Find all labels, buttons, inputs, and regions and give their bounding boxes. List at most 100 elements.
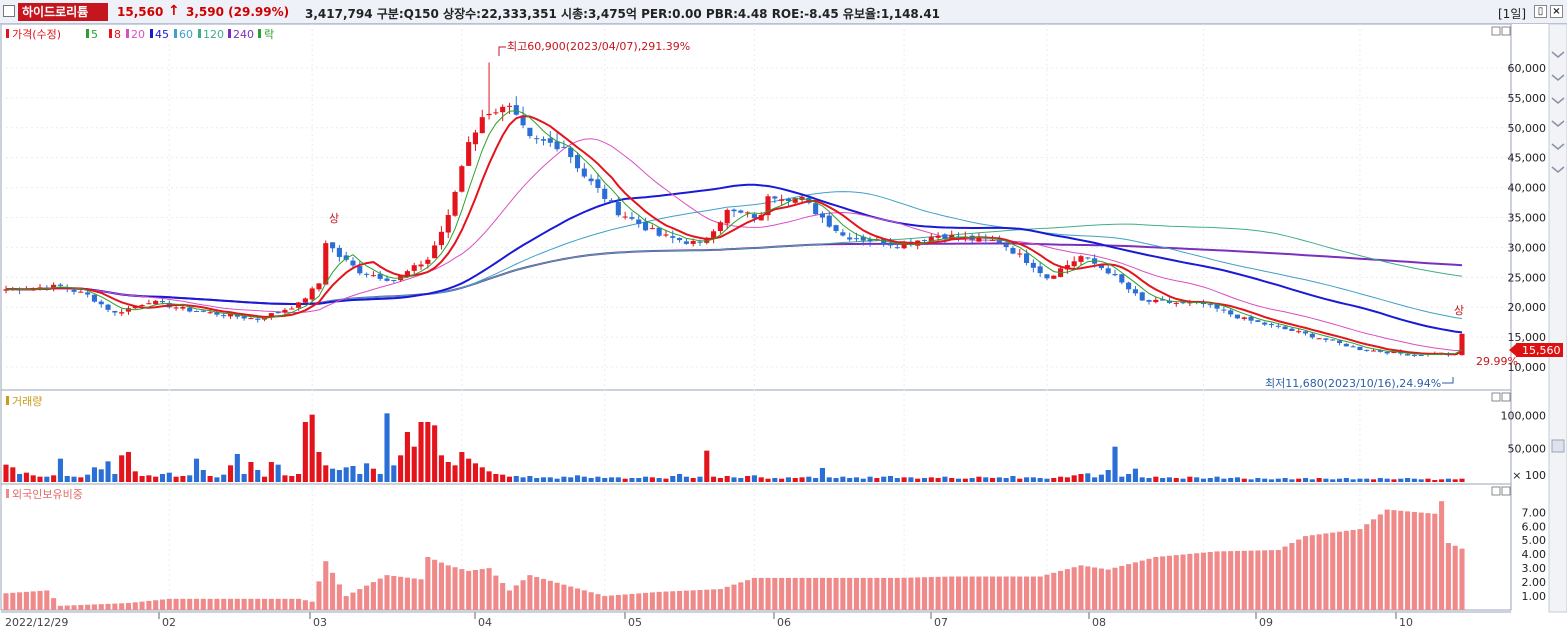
volume-bar: [765, 478, 771, 482]
foreign-ratio-bar: [989, 576, 996, 610]
candle-body: [71, 289, 77, 292]
foreign-panel-close-button[interactable]: [1501, 486, 1511, 496]
period-selector[interactable]: [1일]: [1498, 7, 1527, 21]
foreign-ratio-bar: [629, 593, 635, 610]
candle-body: [472, 132, 479, 145]
candle-body: [78, 291, 84, 293]
volume-bar: [534, 478, 540, 482]
candle-body: [159, 301, 166, 303]
volume-panel-restore-button[interactable]: [1491, 392, 1501, 402]
scrollbar-track[interactable]: [1548, 24, 1567, 613]
foreign-panel-restore-button[interactable]: [1491, 486, 1501, 496]
candle-body: [629, 217, 635, 219]
chevron-down-icon[interactable]: [1551, 74, 1565, 81]
foreign-ratio-bar: [745, 580, 751, 610]
foreign-ratio-bar: [173, 598, 179, 610]
candle-body: [125, 308, 132, 312]
foreign-ratio-bar: [64, 605, 70, 610]
foreign-ratio-bar: [1248, 550, 1254, 610]
volume-bar: [520, 477, 526, 482]
volume-bar: [527, 476, 533, 482]
volume-bar: [1262, 478, 1268, 482]
candle-body: [1017, 253, 1023, 255]
volume-bar: [98, 469, 104, 482]
restore-button[interactable]: ▯: [1534, 5, 1547, 18]
price-panel-close-button[interactable]: [1501, 26, 1511, 36]
volume-panel-close-button[interactable]: [1501, 392, 1511, 402]
scrollbar[interactable]: [1548, 24, 1567, 613]
ma5-legend-label: 5: [91, 28, 98, 41]
candle-body: [677, 237, 683, 241]
foreign-ratio-bar: [554, 582, 560, 610]
stock-name[interactable]: 하이드로리튬: [18, 3, 108, 21]
foreign-ratio-bar: [418, 579, 424, 610]
scroll-thumb[interactable]: [1551, 439, 1565, 453]
foreign-ratio-bar: [153, 600, 159, 610]
foreign-ratio-bar: [1058, 570, 1064, 610]
foreign-ratio-bar: [1405, 511, 1411, 610]
ma8-line: [5, 115, 1463, 356]
foreign-ratio-bar: [704, 589, 710, 610]
price-axis-label: 20,000: [1508, 301, 1547, 314]
close-button[interactable]: ×: [1550, 5, 1563, 18]
chevron-down-icon[interactable]: [1551, 51, 1565, 58]
foreign-ratio-bar: [30, 591, 36, 610]
foreign-ratio-bar: [466, 570, 472, 610]
price-axis-label: 30,000: [1508, 241, 1547, 254]
volume-bar: [438, 455, 444, 482]
foreign-ratio-bar: [969, 576, 975, 610]
foreign-ratio-bar: [1336, 531, 1343, 610]
candle-body: [1384, 351, 1390, 354]
volume-bar: [1071, 475, 1077, 482]
foreign-axis-label: 1.00: [1522, 590, 1547, 603]
chevron-down-icon[interactable]: [1551, 120, 1565, 127]
chevron-down-icon[interactable]: [1551, 166, 1565, 173]
candle-body: [139, 305, 145, 307]
ma20-line: [5, 138, 1463, 352]
ma120-legend-label: 120: [203, 28, 224, 41]
volume-bar: [411, 446, 417, 482]
volume-bar: [636, 478, 642, 482]
foreign-ratio-bar: [261, 598, 268, 610]
volume-bar: [1445, 478, 1451, 482]
volume-bar: [867, 476, 873, 482]
chevron-down-icon[interactable]: [1551, 97, 1565, 104]
candle-body: [384, 278, 390, 281]
volume-bar: [1282, 478, 1288, 482]
volume-bar: [1241, 478, 1247, 482]
candle-body: [1405, 354, 1411, 356]
volume-bar: [976, 476, 982, 482]
foreign-ratio-bar: [799, 577, 805, 610]
foreign-ratio-bar: [819, 577, 825, 610]
candle-body: [1309, 333, 1315, 338]
foreign-ratio-bar: [1166, 555, 1172, 610]
chevron-down-icon[interactable]: [1551, 143, 1565, 150]
foreign-ratio-bar: [472, 570, 479, 610]
foreign-ratio-bar: [1112, 567, 1118, 610]
candle-body: [595, 179, 601, 189]
candle-body: [248, 318, 254, 320]
candle-body: [731, 209, 737, 212]
candle-body: [3, 289, 9, 291]
foreign-ratio-bar: [1194, 553, 1200, 610]
volume-bar: [64, 476, 70, 482]
foreign-legend: 외국인보유비중: [6, 488, 83, 501]
foreign-ratio-bar: [1445, 543, 1451, 610]
volume-bar: [1377, 478, 1383, 482]
candle-body: [309, 288, 315, 300]
volume-bar: [1173, 478, 1179, 482]
volume-bar: [1207, 478, 1213, 482]
select-checkbox[interactable]: [3, 5, 15, 17]
foreign-ratio-bar: [112, 603, 118, 610]
candle-body: [418, 264, 424, 267]
candle-body: [1302, 331, 1309, 334]
price-axis-label: 50,000: [1508, 122, 1547, 135]
candle-body: [853, 238, 860, 240]
price-axis-label: 15,000: [1508, 331, 1547, 344]
candle-body: [112, 310, 118, 313]
price-panel-restore-button[interactable]: [1491, 26, 1501, 36]
candle-body: [200, 310, 206, 312]
chevron-icon[interactable]: [1551, 51, 1565, 453]
candle-body: [554, 141, 560, 150]
price-panel: [0, 24, 1512, 391]
